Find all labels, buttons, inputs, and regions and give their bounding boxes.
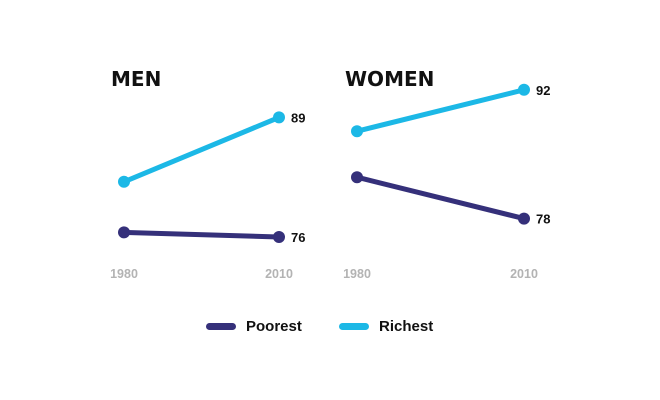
- series-line-women-poorest: [354, 174, 527, 222]
- data-label-women-poorest-2010: 78: [536, 212, 550, 227]
- series-line-women-richest: [354, 87, 527, 134]
- x-tick-label-women-2010: 2010: [510, 267, 538, 281]
- x-tick-label-men-2010: 2010: [265, 267, 293, 281]
- legend-label-richest: Richest: [379, 317, 434, 335]
- legend-item-richest: Richest: [339, 312, 433, 340]
- legend-swatch-poorest: [206, 322, 236, 330]
- panel-title-men: MEN: [111, 67, 161, 91]
- x-tick-label-women-1980: 1980: [343, 267, 371, 281]
- legend-label-poorest: Poorest: [246, 317, 302, 335]
- data-point-women-richest-1980: [351, 125, 363, 138]
- data-label-women-richest-2010: 92: [536, 83, 550, 98]
- x-tick-label-men-1980: 1980: [110, 267, 138, 281]
- data-point-women-poorest-1980: [351, 171, 363, 184]
- data-point-men-richest-2010: [273, 111, 285, 124]
- data-point-women-richest-2010: [518, 83, 530, 96]
- data-label-men-poorest-2010: 76: [291, 230, 305, 245]
- data-point-men-richest-1980: [118, 175, 130, 188]
- series-line-men-richest: [121, 114, 282, 185]
- legend-item-poorest: Poorest: [206, 312, 302, 340]
- data-point-men-poorest-2010: [273, 231, 285, 243]
- series-line-men-poorest: [121, 229, 282, 240]
- data-label-men-richest-2010: 89: [291, 110, 305, 125]
- legend: Poorest Richest: [0, 312, 660, 340]
- legend-swatch-richest: [339, 322, 369, 330]
- panel-title-women: WOMEN: [345, 67, 434, 91]
- data-point-men-poorest-1980: [118, 226, 130, 239]
- data-point-women-poorest-2010: [518, 212, 530, 225]
